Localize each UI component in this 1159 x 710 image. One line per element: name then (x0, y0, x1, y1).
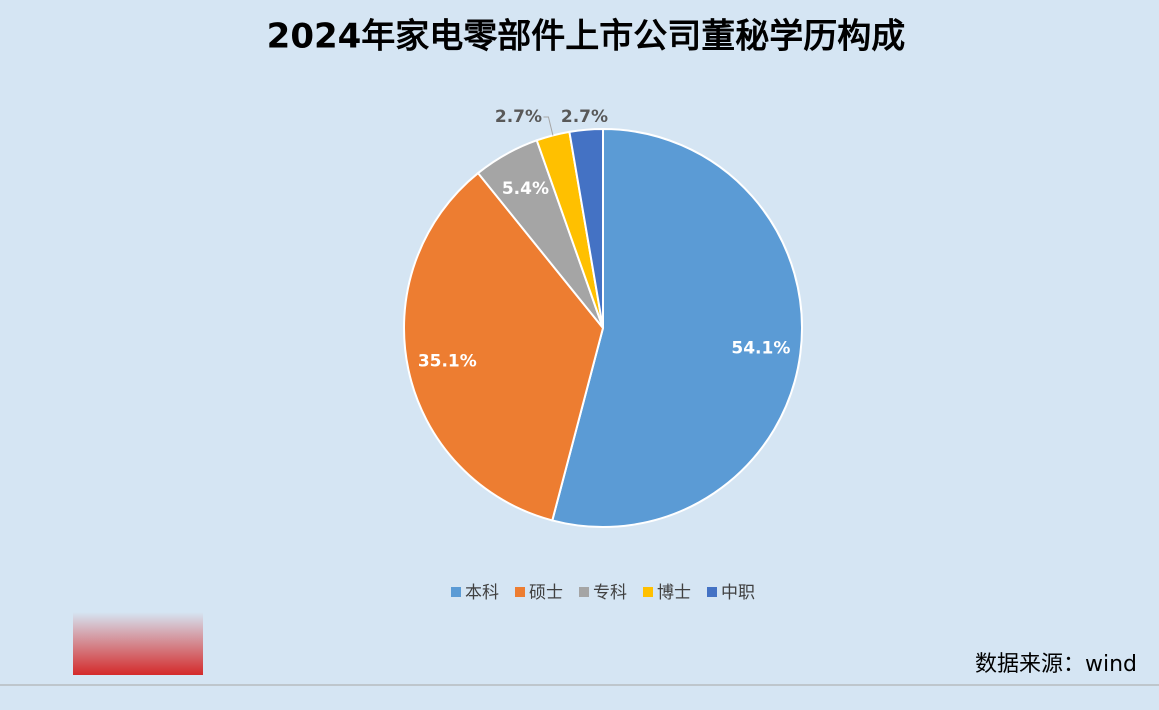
legend: 本科 硕士 专科 博士 中职 (451, 583, 755, 603)
data-label: 2.7% (495, 107, 542, 127)
data-label: 54.1% (731, 338, 790, 358)
source-note: 数据来源：wind (975, 652, 1137, 677)
chart-title: 2024年家电零部件上市公司董秘学历构成 (267, 17, 906, 57)
legend-label: 专科 (593, 583, 627, 603)
pie-slice (551, 127, 803, 528)
legend-swatch (451, 587, 461, 597)
data-label: 5.4% (502, 179, 549, 199)
leader-line (543, 116, 554, 136)
pie-slice (568, 127, 604, 329)
decoration (73, 612, 203, 675)
data-label: 2.7% (561, 107, 608, 127)
legend-label: 博士 (657, 583, 691, 603)
legend-swatch (515, 587, 525, 597)
legend-swatch (579, 587, 589, 597)
pie-slice (403, 171, 605, 522)
legend-swatch (643, 587, 653, 597)
legend-label: 中职 (721, 583, 755, 603)
data-label: 35.1% (418, 351, 477, 371)
legend-label: 硕士 (529, 583, 563, 603)
legend-label: 本科 (465, 583, 499, 603)
legend-swatch (707, 587, 717, 597)
